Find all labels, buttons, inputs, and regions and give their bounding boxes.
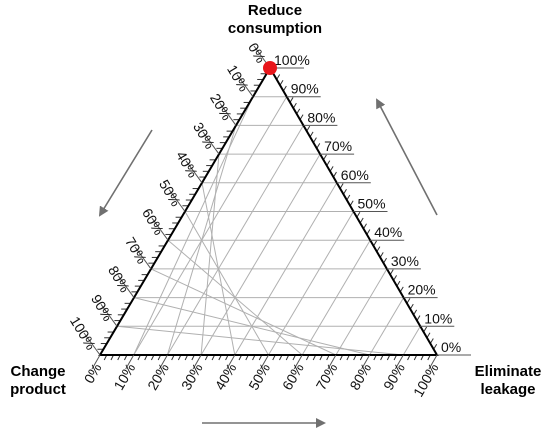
major-tick	[293, 354, 303, 370]
tick-label-bottom: 90%	[380, 361, 408, 393]
major-tick	[361, 354, 371, 370]
tick-label-right: 20%	[408, 282, 436, 298]
tick-label-bottom: 50%	[245, 361, 273, 393]
tick-label-right: 30%	[391, 253, 419, 269]
tick-labels: 0%0%0%10%10%10%20%20%20%30%30%30%40%40%4…	[67, 40, 471, 400]
tick-label-bottom: 100%	[410, 361, 442, 400]
tick-label-bottom: 10%	[110, 361, 138, 393]
major-tick	[219, 103, 237, 126]
tick-label-bottom: 40%	[212, 361, 240, 393]
grid-line	[402, 326, 421, 356]
grid-line	[116, 325, 404, 356]
major-tick	[91, 354, 101, 370]
tick-label-left: 100%	[67, 314, 99, 353]
data-point	[263, 61, 277, 75]
grid-line	[369, 297, 405, 356]
tick-label-right: 90%	[291, 81, 319, 97]
grid-line	[150, 268, 337, 356]
grid-line	[167, 239, 303, 356]
tick-label-right: 70%	[324, 138, 352, 154]
tick-label-right: 100%	[274, 52, 310, 68]
major-tick	[125, 354, 135, 370]
major-tick	[100, 304, 118, 327]
tick-label-right: 80%	[307, 109, 335, 125]
corner-label-right: Eliminate leakage	[474, 363, 542, 398]
grid-line	[133, 297, 370, 356]
major-tick	[327, 354, 337, 370]
major-tick	[260, 354, 269, 370]
major-tick	[134, 246, 152, 270]
major-tick	[202, 131, 220, 155]
grid-line	[184, 211, 269, 356]
grid-line	[268, 211, 354, 356]
major-tick	[158, 354, 168, 370]
grid-line	[335, 268, 388, 356]
tick-label-bottom: 80%	[346, 361, 374, 393]
major-tick	[117, 275, 135, 298]
grid-line	[301, 239, 371, 356]
tick-label-right: 50%	[358, 196, 386, 212]
major-tick	[226, 354, 236, 370]
corner-label-top: Reduce consumption	[227, 2, 323, 37]
major-tick	[428, 354, 438, 370]
tick-label-bottom: 60%	[279, 361, 307, 393]
major-tick	[185, 160, 203, 184]
tick-label-right: 0%	[441, 339, 461, 355]
corner-label-left: Change product	[10, 363, 66, 398]
tick-label-bottom: 70%	[313, 361, 341, 393]
data-points	[263, 61, 277, 75]
tick-label-right: 60%	[341, 167, 369, 183]
direction-arrows	[98, 98, 438, 428]
tick-label-bottom: 0%	[81, 361, 105, 387]
arrow-left-side	[98, 129, 153, 217]
grid-line	[200, 153, 321, 356]
major-tick	[236, 74, 254, 97]
grid-lines	[116, 96, 421, 356]
major-tick	[83, 332, 101, 356]
major-tick	[168, 189, 186, 212]
major-tick	[192, 354, 202, 370]
tick-label-bottom: 20%	[144, 361, 172, 393]
arrow-right-side	[376, 98, 438, 216]
major-tick	[151, 217, 169, 241]
tick-label-right: 40%	[374, 224, 402, 240]
tick-label-bottom: 30%	[178, 361, 206, 393]
tick-label-right: 10%	[424, 310, 452, 326]
major-tick	[394, 354, 404, 370]
